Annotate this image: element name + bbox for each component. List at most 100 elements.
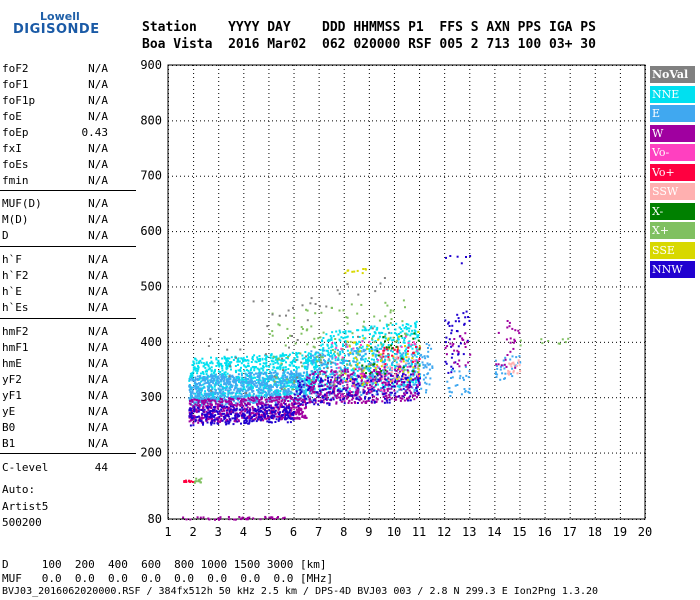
grid-dot (312, 341, 313, 343)
grid-dot (594, 405, 596, 406)
echo-point-nne (310, 357, 312, 359)
grid-dot (416, 519, 417, 520)
grid-dot (276, 175, 277, 177)
grid-dot (476, 120, 477, 122)
grid-dot (436, 341, 437, 343)
grid-dot (460, 341, 461, 343)
grid-dot (168, 489, 169, 490)
grid-dot (318, 449, 320, 450)
grid-dot (318, 317, 320, 318)
echo-point-nne (276, 361, 279, 364)
echo-point-nne (269, 363, 272, 366)
grid-dot (594, 81, 596, 82)
grid-dot (600, 452, 601, 454)
echo-point-nne (389, 336, 392, 339)
grid-dot (419, 69, 421, 70)
grid-dot (645, 437, 646, 438)
grid-dot (600, 397, 601, 399)
grid-dot (619, 253, 621, 254)
echo-point-nne (289, 381, 292, 384)
grid-dot (544, 429, 546, 430)
grid-dot (168, 120, 169, 122)
grid-dot (544, 229, 546, 230)
grid-dot (569, 345, 571, 346)
param-name: fmin (2, 174, 29, 187)
echo-point-nne (207, 395, 210, 398)
grid-dot (494, 465, 496, 466)
grid-dot (218, 173, 220, 174)
echo-point-nne (384, 365, 387, 368)
grid-dot (343, 509, 345, 510)
grid-dot (243, 261, 245, 262)
grid-dot (645, 133, 646, 134)
grid-dot (494, 489, 496, 490)
grid-dot (564, 452, 565, 454)
echo-point-e (258, 387, 260, 390)
grid-dot (419, 293, 421, 294)
echo-point-nne (315, 372, 318, 375)
echo-point-nne (331, 356, 334, 359)
echo-point-nne (200, 380, 203, 383)
echo-point-nne (212, 393, 215, 396)
grid-dot (168, 145, 169, 146)
grid-dot (280, 341, 281, 343)
grid-dot (594, 193, 596, 194)
grid-dot (272, 519, 273, 520)
grid-dot (494, 277, 496, 278)
grid-dot (236, 341, 237, 343)
grid-dot (544, 301, 546, 302)
grid-dot (444, 249, 446, 250)
grid-dot (332, 231, 333, 233)
grid-dot (645, 341, 646, 342)
x-tick-label: 5 (265, 525, 272, 539)
grid-dot (168, 285, 169, 286)
grid-dot (218, 425, 220, 426)
grid-dot (544, 241, 546, 242)
echo-point-nne (414, 324, 417, 327)
echo-point-nne (228, 361, 231, 364)
param-name: yF1 (2, 389, 22, 402)
grid-dot (645, 289, 646, 290)
grid-dot (594, 361, 596, 362)
grid-dot (368, 497, 370, 498)
grid-dot (368, 120, 369, 122)
echo-point-nne (259, 363, 262, 366)
grid-dot (343, 365, 345, 366)
grid-dot (419, 257, 421, 258)
grid-dot (318, 221, 320, 222)
grid-dot (360, 341, 361, 343)
grid-dot (268, 273, 270, 274)
grid-dot (318, 421, 320, 422)
grid-dot (260, 341, 261, 343)
echo-point-nne (219, 394, 222, 397)
grid-dot (645, 357, 646, 358)
grid-dot (519, 137, 521, 138)
echo-point-nne (260, 367, 263, 370)
grid-dot (469, 109, 471, 110)
grid-dot (508, 175, 509, 177)
grid-dot (419, 177, 421, 178)
grid-dot (293, 421, 295, 422)
grid-dot (256, 341, 257, 343)
grid-dot (645, 277, 646, 278)
echo-point-e (249, 379, 252, 382)
echo-point-nne (247, 369, 250, 372)
grid-dot (419, 137, 421, 138)
echo-point-nne (318, 359, 321, 362)
grid-dot (632, 65, 633, 66)
grid-dot (419, 493, 421, 494)
grid-dot (520, 286, 521, 288)
echo-point-nne (309, 380, 312, 383)
grid-dot (256, 175, 257, 177)
grid-dot (240, 65, 241, 66)
grid-dot (619, 225, 621, 226)
grid-dot (444, 309, 446, 310)
param-row-foes: foEs N/A (2, 158, 108, 173)
grid-dot (348, 286, 349, 288)
grid-dot (368, 269, 370, 270)
grid-dot (619, 173, 621, 174)
grid-dot (393, 301, 395, 302)
grid-dot (419, 65, 421, 66)
plot-frame (167, 64, 646, 520)
grid-dot (594, 169, 596, 170)
